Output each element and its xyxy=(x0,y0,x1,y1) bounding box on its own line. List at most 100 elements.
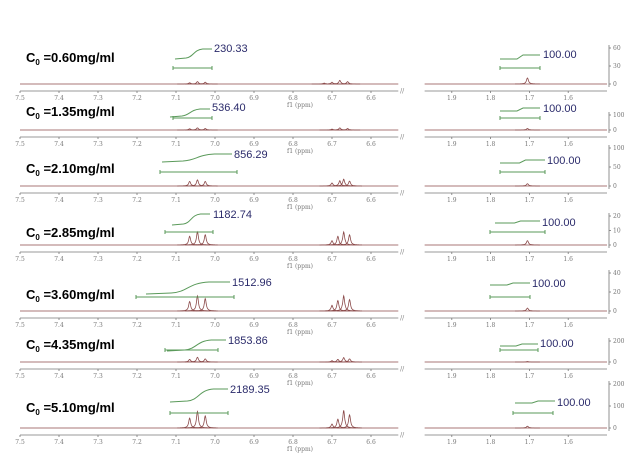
x-tick-label: 6.8 xyxy=(288,256,298,263)
x-tick-label: 1.9 xyxy=(447,373,457,380)
x-tick-label: 1.7 xyxy=(525,95,535,102)
x-tick-label: 7.1 xyxy=(171,322,181,329)
x-tick-label: 7.2 xyxy=(132,439,142,446)
x-tick-label: 7.0 xyxy=(210,197,220,204)
spectrum-peak xyxy=(185,179,210,187)
x-tick-label: 7.3 xyxy=(93,197,103,204)
x-tick-label: 6.9 xyxy=(249,322,259,329)
x-tick-label: 7.4 xyxy=(54,95,64,102)
x-tick-label: 7.1 xyxy=(171,141,181,148)
concentration-label: C0 =1.35mg/ml xyxy=(26,104,115,121)
x-tick-label: 6.9 xyxy=(249,373,259,380)
x-tick-label: 6.7 xyxy=(327,439,337,446)
x-tick-label: 1.7 xyxy=(525,322,535,329)
spectrum-peak xyxy=(337,413,362,429)
spectrum-panel: C0 =1.35mg/ml 536.40 100.00 // 7.5 7.4 7.3 7.2 7… xyxy=(15,102,624,155)
x-tick-label: 1.9 xyxy=(447,322,457,329)
spectrum-peak xyxy=(331,410,357,429)
y-tick-label: 100 xyxy=(613,145,625,152)
x-tick-label: 7.3 xyxy=(93,373,103,380)
x-tick-label: 1.9 xyxy=(447,197,457,204)
x-tick-label: 1.6 xyxy=(563,141,573,148)
spectrum-peak xyxy=(192,414,218,429)
concentration-label: C0 =4.35mg/ml xyxy=(26,337,115,354)
spectrum-peak xyxy=(192,297,218,312)
x-tick-label: 6.6 xyxy=(366,95,376,102)
spectrum-peak xyxy=(192,180,218,187)
x-tick-label: 6.6 xyxy=(366,141,376,148)
integral-curve-reference xyxy=(490,282,530,286)
integration-range-aromatic xyxy=(169,411,229,415)
spectrum-peak xyxy=(515,183,540,187)
x-tick-label: 7.1 xyxy=(171,95,181,102)
x-tick-label: 7.0 xyxy=(210,439,220,446)
integral-curve-aromatic xyxy=(161,153,232,163)
x-tick-label: 1.7 xyxy=(525,141,535,148)
integration-range-reference xyxy=(489,230,546,234)
x-tick-label: 7.5 xyxy=(15,197,25,204)
x-tick-label: 6.7 xyxy=(327,256,337,263)
x-tick-label: 1.9 xyxy=(447,439,457,446)
x-tick-label: 1.6 xyxy=(563,322,573,329)
x-tick-label: 7.5 xyxy=(15,141,25,148)
y-tick-label: 20 xyxy=(613,289,621,296)
x-tick-label: 7.0 xyxy=(210,256,220,263)
integral-curve-reference xyxy=(515,400,555,404)
axis-break-mark: // xyxy=(400,315,405,322)
x-tick-label: 6.7 xyxy=(327,141,337,148)
x-tick-label: 7.3 xyxy=(93,95,103,102)
integral-curve-aromatic xyxy=(169,388,228,403)
integration-range-aromatic xyxy=(135,295,235,299)
spectrum-peak xyxy=(331,230,357,246)
x-tick-label: 1.6 xyxy=(563,197,573,204)
integration-range-reference xyxy=(499,116,541,120)
spectrum-peak xyxy=(337,233,362,246)
spectrum-peak xyxy=(515,307,540,312)
integral-curve-reference xyxy=(500,107,540,112)
y-tick-label: 200 xyxy=(613,338,625,345)
integral-value-reference: 100.00 xyxy=(543,49,577,61)
x-tick-label: 6.9 xyxy=(249,197,259,204)
integral-value-reference: 100.00 xyxy=(532,278,566,290)
x-tick-label: 7.4 xyxy=(54,141,64,148)
integral-value-reference: 100.00 xyxy=(547,155,581,167)
concentration-label: C0 =2.85mg/ml xyxy=(26,225,115,242)
y-tick-label: 0 xyxy=(613,308,617,315)
x-tick-label: 7.4 xyxy=(54,197,64,204)
x-tick-label: 6.8 xyxy=(288,439,298,446)
spectrum-peak xyxy=(515,361,540,363)
x-tick-label: 7.4 xyxy=(54,322,64,329)
x-tick-label: 1.7 xyxy=(525,197,535,204)
x-tick-label: 6.9 xyxy=(249,141,259,148)
x-tick-label: 7.0 xyxy=(210,141,220,148)
x-tick-label: 7.2 xyxy=(132,95,142,102)
x-tick-label: 1.8 xyxy=(486,439,496,446)
integral-curve-aromatic xyxy=(166,339,226,352)
x-tick-label: 6.6 xyxy=(366,439,376,446)
integral-curve-aromatic xyxy=(174,48,212,60)
concentration-label: C0 =2.10mg/ml xyxy=(26,161,115,178)
y-tick-label: 40 xyxy=(613,270,621,277)
axis-break-mark: // xyxy=(400,249,405,256)
y-tick-label: 100 xyxy=(613,403,625,410)
x-tick-label: 6.7 xyxy=(327,322,337,329)
axis-break-mark: // xyxy=(400,88,405,95)
x-tick-label: 1.6 xyxy=(563,95,573,102)
spectrum-peak xyxy=(192,358,218,363)
x-tick-label: 1.9 xyxy=(447,141,457,148)
spectrum-peak xyxy=(319,304,345,312)
integration-range-reference xyxy=(489,295,531,299)
integral-value-aromatic: 536.40 xyxy=(212,102,246,114)
spectrum-peak xyxy=(325,299,351,312)
x-tick-label: 7.2 xyxy=(132,197,142,204)
integral-value-reference: 100.00 xyxy=(542,217,576,229)
spectrum-panel: C0 =4.35mg/ml 1853.86 100.00 // 7.5 7.4 7.3 7.2… xyxy=(15,335,624,387)
spectrum-peak xyxy=(335,81,361,85)
integral-value-aromatic: 230.33 xyxy=(214,43,248,55)
x-tick-label: 1.7 xyxy=(525,256,535,263)
x-axis-label: f1 (ppm) xyxy=(287,380,313,387)
spectrum-peak xyxy=(325,418,351,429)
x-tick-label: 1.8 xyxy=(486,141,496,148)
x-tick-label: 6.8 xyxy=(288,197,298,204)
